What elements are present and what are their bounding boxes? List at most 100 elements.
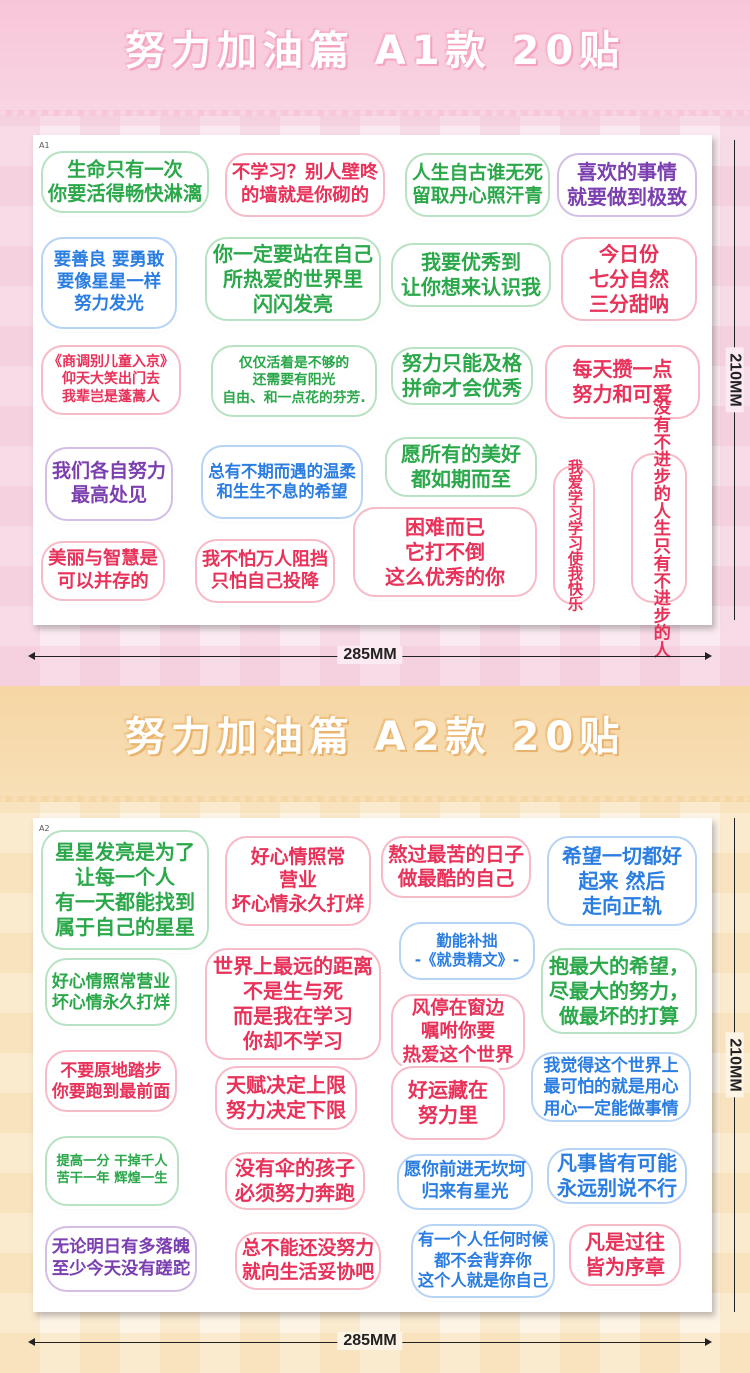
sticker-text-line: 你却不学习 [243,1029,343,1053]
sticker-text-line: 天赋决定上限 [226,1073,346,1097]
sticker-text-line: 有一个人任何时候 [417,1230,549,1250]
sticker-text-line: 世界上最远的距离 [213,954,373,978]
width-label: 285MM [337,1332,403,1350]
sticker-text-line: 困难而已 [405,514,485,539]
sticker-text-line: 每天攒一点 [572,357,673,381]
sticker-text-line: 好心情照常营业 [51,970,171,991]
sticker: 星星发亮是为了 让每一个人 有一天都能找到 属于自己的星星 [41,830,209,950]
sticker: 要善良 要勇敢 要像星星一样 努力发光 [41,237,177,329]
section-title: 努力加油篇 A1款 20贴 [124,28,626,74]
sticker-text-line: 希望一切都好 [562,843,682,868]
sticker: 总不能还没努力 就向生活妥协吧 [235,1232,381,1290]
sticker-text-line: 生命只有一次 [67,157,183,181]
sticker-text-line: 起来 然后 [578,868,666,893]
section-title: 努力加油篇 A2款 20贴 [124,714,626,760]
sticker-text-line: 你要跑到最前面 [51,1081,171,1101]
header-band [0,0,750,116]
sticker-text-line: 可以并存的 [57,571,149,592]
sticker-text-line: 苦干一年 辉煌一生 [56,1171,168,1186]
sticker-text-line: 凡事皆有可能 [557,1151,677,1175]
sticker-text-line: 让每一个人 [75,865,175,889]
sticker-text-line: 不是生与死 [243,979,343,1003]
sticker-text-line: 三分甜呐 [589,291,669,316]
sticker-text-line: 熬过最苦的日子 [388,842,524,866]
sticker: 我觉得这个世界上 最可怕的就是用心 用心一定能做事情 [531,1052,691,1122]
height-label: 210MM [725,347,744,413]
sticker-text-line: 最高处见 [70,484,147,506]
sticker: 今日份 七分自然 三分甜呐 [561,237,697,321]
sticker: 努力只能及格 拼命才会优秀 [391,347,533,405]
sticker: 希望一切都好 起来 然后 走向正轨 [547,836,697,926]
sticker-text-line: 美丽与智慧是 [48,548,158,570]
sticker-text-line: 总有不期而遇的温柔 [208,461,356,481]
sticker-text-line: 让你想来认识我 [401,275,541,299]
sticker-text-line: 我要优秀到 [421,250,521,274]
sticker-text-line: 我不怕万人阻挡 [202,548,328,570]
sticker-text-line: 就要做到极致 [567,185,687,209]
sticker-text-line: 愿所有的美好 [401,442,521,466]
sticker-text-line: 愿你前进无坎坷 [404,1160,526,1181]
sticker-text-line: 《商调别儿童入京》 [48,353,174,370]
sticker: 天赋决定上限 努力决定下限 [215,1066,357,1130]
section-a1: 努力加油篇 A1款 20贴 A1 生命只有一次 你要活得畅快淋漓 不学习？别人壁咚的… [0,0,750,686]
sticker-text-line: 风停在窗边 [411,998,505,1020]
width-label: 285MM [337,646,403,664]
sticker: 不学习？别人壁咚 的墙就是你砌的 [225,153,385,217]
sticker-text-line: 用心一定能做事情 [543,1097,679,1118]
sticker: 生命只有一次 你要活得畅快淋漓 [41,151,209,213]
sticker-text-line: 没有不进步的人生 [649,398,670,537]
sticker-text-line: 人生自古谁无死 [412,162,543,184]
sticker-text-line: 凡是过往 [585,1230,665,1254]
sticker-text-line: 努力发光 [74,293,144,314]
sticker: 好心情照常营业坏心情永久打烊 [225,836,371,926]
sticker-text-line: 好心情照常 [250,845,346,868]
sticker: 没有不进步的人生 只有不进步的人 [631,398,687,658]
sticker: 好心情照常营业坏心情永久打烊 [45,958,177,1026]
sticker-text-line: 学习使我快乐 [565,519,584,612]
sticker-text-line: 我们各自努力 [51,460,166,483]
sticker-text-line: 自由、和一点花的芬芳. [222,389,366,406]
sticker: 仅仅活着是不够的 还需要有阳光 自由、和一点花的芬芳. [211,345,377,417]
sticker-text-line: 仅仅活着是不够的 [238,355,350,372]
sticker-sheet: A1 生命只有一次 你要活得畅快淋漓 不学习？别人壁咚 的墙就是你砌的 人生自古谁无死留… [33,135,712,658]
sticker: 无论明日有多落魄 至少今天没有蹉跎 [45,1226,197,1292]
sticker: 《商调别儿童入京》 仰天大笑出门去 我辈岂是蓬蒿人 [41,345,181,415]
sticker: 世界上最远的距离 不是生与死 而是我在学习 你却不学习 [205,948,381,1060]
sticker: 勤能补拙 -《就贵精文》- [399,922,535,980]
sticker-text-line: 闪闪发亮 [253,291,333,316]
sticker-text-line: 我觉得这个世界上 [543,1055,679,1076]
sticker: 不要原地踏步 你要跑到最前面 [45,1050,177,1112]
sticker-text-line: 好运藏在 [408,1078,488,1102]
sticker-text-line: 尽最大的努力， [549,978,689,1003]
sticker-text-line: 做最坏的打算 [559,1003,679,1028]
sticker: 没有伞的孩子 必须努力奔跑 [225,1152,365,1210]
sticker-text-line: 这么优秀的你 [385,564,505,589]
sticker-text-line: 皆为序章 [585,1255,665,1279]
sticker-text-line: 只怕自己投降 [211,571,319,592]
sticker-text-line: 归来有星光 [421,1182,509,1202]
sticker-text-line: 努力决定下限 [226,1098,346,1122]
sticker: 凡是过往 皆为序章 [569,1224,681,1286]
sticker-text-line: 都不会背弃你 [434,1250,532,1270]
sticker-text-line: 总不能还没努力 [241,1237,375,1260]
sticker: 我要优秀到 让你想来认识我 [391,243,551,307]
sticker-text-line: 七分自然 [589,266,669,291]
sticker: 美丽与智慧是 可以并存的 [41,541,165,601]
sticker: 每天攒一点 努力和可爱 [545,345,700,419]
sticker-text-line: 做最酷的自己 [397,867,515,890]
sticker-text-line: 至少今天没有蹉跎 [51,1259,191,1279]
width-dimension: 285MM [28,646,712,666]
sticker-text-line: 喜欢的事情 [577,160,677,184]
sticker-text-line: 营业 [279,869,317,892]
sticker-text-line: 努力里 [418,1103,478,1127]
sticker: 喜欢的事情 就要做到极致 [557,153,697,217]
sticker-text-line: -《就贵精文》- [414,951,520,969]
height-dimension: 210MM [724,140,746,620]
sticker-text-line: 属于自己的星星 [55,915,195,939]
sticker-text-line: 拼命才会优秀 [402,376,522,400]
sticker-text-line: 星星发亮是为了 [55,840,195,864]
sticker-text-line: 不要原地踏步 [60,1059,162,1080]
sticker-text-line: 走向正轨 [582,893,662,918]
sticker-text-line: 努力和可爱 [572,382,673,406]
width-dimension: 285MM [28,1332,712,1352]
